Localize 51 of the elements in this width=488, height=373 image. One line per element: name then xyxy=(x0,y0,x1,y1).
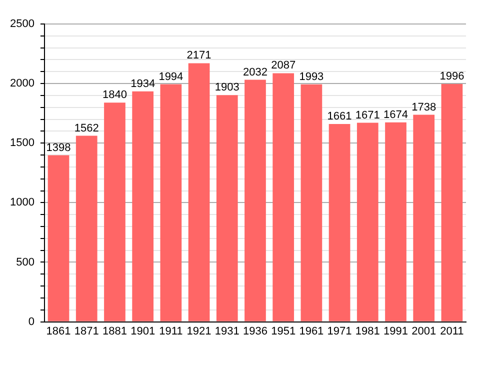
data-label: 1996 xyxy=(440,70,464,83)
bar xyxy=(356,122,378,322)
bar xyxy=(413,114,435,322)
x-tick-label: 1921 xyxy=(186,325,212,338)
x-tick-label: 1861 xyxy=(46,325,71,338)
data-label: 2171 xyxy=(186,50,212,62)
x-tick-label: 1991 xyxy=(384,325,408,338)
data-label: 1738 xyxy=(412,101,436,114)
data-label: 1562 xyxy=(74,122,99,134)
bar xyxy=(48,155,70,322)
data-label: 2032 xyxy=(242,66,268,78)
bar xyxy=(76,136,98,322)
x-tick-label: 1871 xyxy=(74,325,99,338)
data-label: 1903 xyxy=(214,82,240,94)
x-tick-label: 1961 xyxy=(299,325,324,338)
x-tick-label: 1951 xyxy=(271,325,296,338)
y-tick-label: 2500 xyxy=(10,18,34,30)
bar xyxy=(132,91,154,322)
bar xyxy=(300,84,322,322)
bar xyxy=(216,95,238,322)
x-tick-label: 2011 xyxy=(440,325,464,338)
x-tick-label: 1981 xyxy=(355,325,380,338)
x-tick-label: 1931 xyxy=(214,325,240,338)
bar xyxy=(272,73,294,322)
x-tick-label: 2001 xyxy=(412,325,436,338)
data-label: 1661 xyxy=(327,110,352,122)
data-label: 2087 xyxy=(271,60,296,72)
bar xyxy=(244,80,266,322)
bar xyxy=(385,122,406,322)
x-tick-label: 1936 xyxy=(242,325,268,338)
bar xyxy=(328,124,350,322)
y-tick-label: 0 xyxy=(28,316,34,328)
data-label: 1994 xyxy=(158,70,184,83)
bar xyxy=(104,102,126,322)
data-label: 1674 xyxy=(384,108,408,121)
bar xyxy=(188,63,210,322)
x-tick-label: 1881 xyxy=(102,325,127,338)
y-tick-label: 1500 xyxy=(10,137,34,150)
x-tick-label: 1911 xyxy=(159,325,183,338)
data-label: 1840 xyxy=(102,89,127,102)
bar xyxy=(160,84,182,322)
data-label: 1398 xyxy=(46,142,71,154)
data-label: 1671 xyxy=(355,109,380,122)
x-tick-label: 1901 xyxy=(130,325,156,338)
y-tick-label: 1000 xyxy=(10,196,34,209)
data-label: 1934 xyxy=(130,78,156,90)
bar xyxy=(441,84,463,322)
y-tick-label: 2000 xyxy=(10,78,34,90)
x-tick-label: 1971 xyxy=(327,325,352,338)
data-label: 1993 xyxy=(299,70,324,83)
y-tick-label: 500 xyxy=(16,256,34,268)
